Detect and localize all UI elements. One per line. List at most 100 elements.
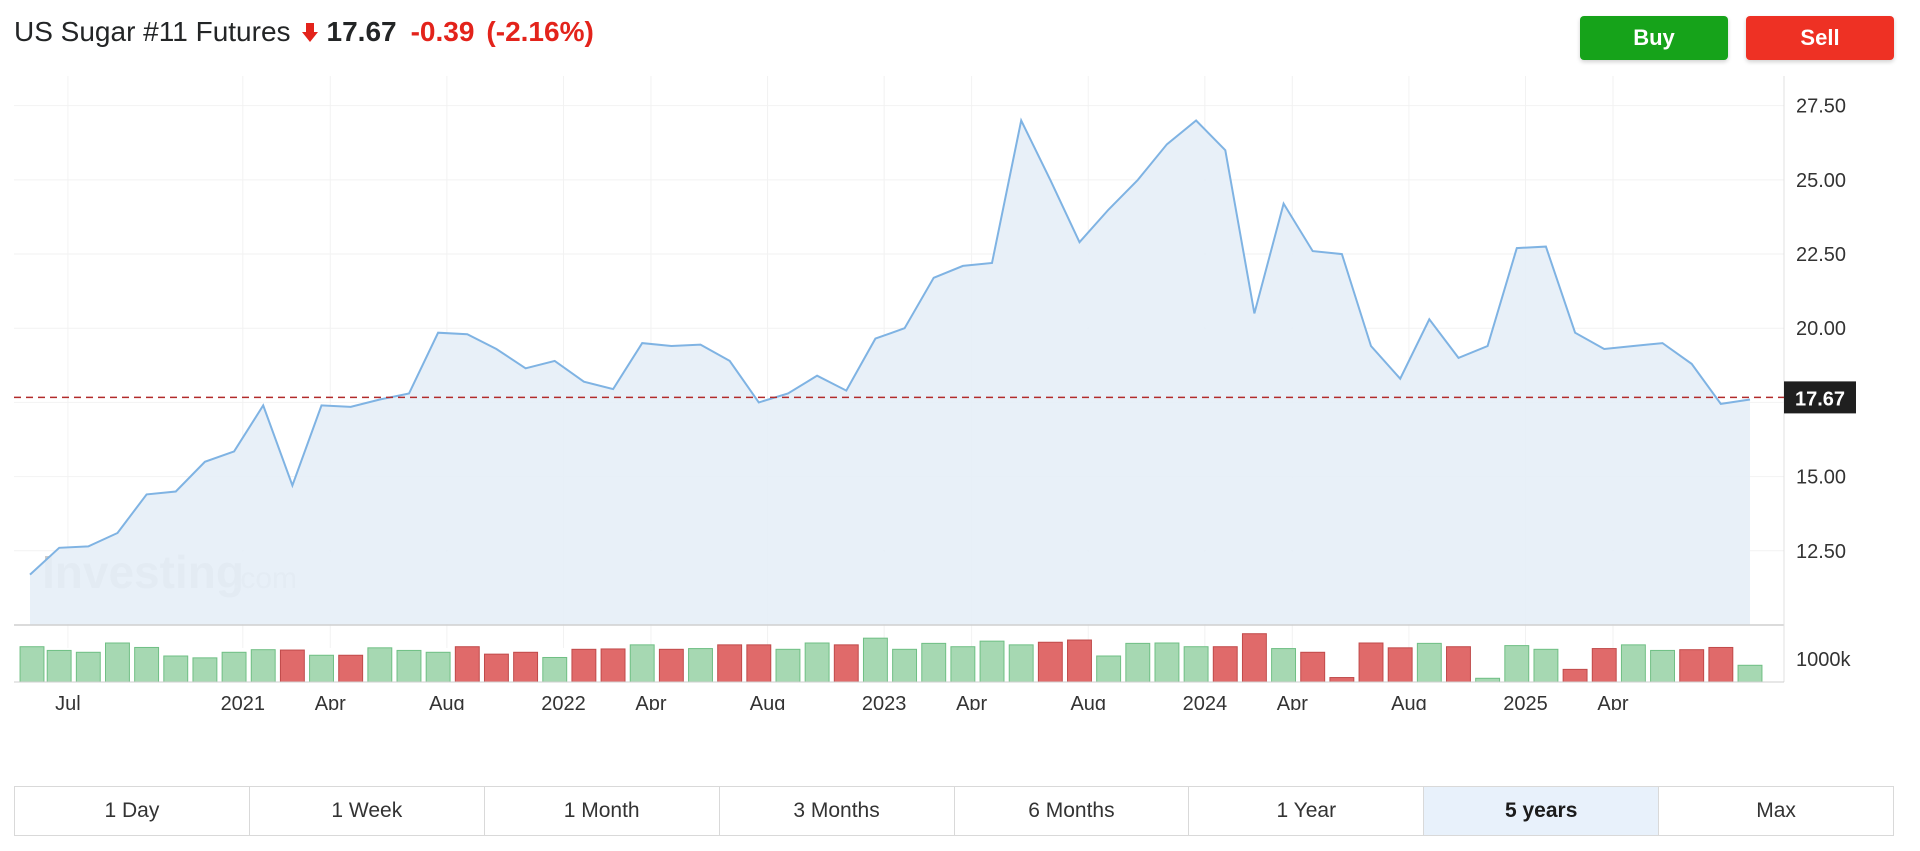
time-range-selector: 1 Day 1 Week 1 Month 3 Months 6 Months 1 Year… [14, 786, 1894, 836]
volume-bar [862, 637, 888, 683]
volume-bar [19, 646, 45, 683]
range-tab-max[interactable]: Max [1659, 787, 1893, 835]
instrument-header: US Sugar #11 Futures 17.67 -0.39 (-2.16%… [14, 12, 594, 52]
price-point [406, 391, 411, 396]
range-tab-1-year[interactable]: 1 Year [1189, 787, 1425, 835]
y-tick-label: 27.50 [1796, 96, 1846, 118]
volume-bar [1708, 646, 1734, 683]
price-change: -0.39 [410, 16, 475, 47]
volume-bar [1620, 644, 1646, 683]
range-tab-5-years[interactable]: 5 years [1424, 787, 1660, 835]
volume-bar [338, 654, 364, 683]
volume-bar [571, 648, 597, 683]
volume-bar [979, 640, 1005, 683]
price-point [698, 342, 703, 347]
price-point [1543, 244, 1548, 249]
price-point [465, 332, 470, 337]
volume-bar [1037, 641, 1063, 683]
volume-bar [309, 654, 334, 683]
price-point [173, 489, 178, 494]
price-area [30, 120, 1750, 625]
price-chart[interactable]: Investing.com17.6712.5015.0020.0022.5025… [0, 70, 1920, 710]
price-point [1514, 246, 1519, 251]
price-point [494, 347, 499, 352]
volume-bar [192, 657, 218, 683]
volume-bar [1358, 642, 1384, 683]
volume-bar [1183, 646, 1209, 683]
price-point [1310, 249, 1315, 254]
volume-bar [1329, 677, 1355, 683]
last-price: 17.67 [326, 16, 397, 47]
volume-bar [746, 644, 772, 683]
price-point [1223, 148, 1228, 153]
price-point [1106, 207, 1111, 212]
volume-bar [629, 644, 655, 683]
price-point [902, 326, 907, 331]
down-arrow-icon [301, 23, 318, 42]
price-point [669, 344, 674, 349]
x-tick-label: Jul [55, 693, 81, 710]
price-point [931, 275, 936, 280]
volume-bar [483, 653, 509, 683]
x-tick-label: 2024 [1183, 693, 1228, 710]
range-tab-6-months[interactable]: 6 Months [954, 787, 1190, 835]
price-point [552, 358, 557, 363]
range-tab-1-month[interactable]: 1 Month [484, 787, 720, 835]
price-point [348, 404, 353, 409]
range-tab-1-day[interactable]: 1 Day [15, 787, 250, 835]
price-point [1252, 311, 1257, 316]
volume-bar [1241, 633, 1267, 683]
volume-bar [833, 644, 859, 683]
volume-bar [1446, 646, 1471, 683]
price-point [873, 336, 878, 341]
price-point [1369, 344, 1374, 349]
price-point [202, 459, 207, 464]
sell-button[interactable]: Sell [1746, 16, 1894, 60]
volume-bar [1416, 642, 1442, 683]
price-point [232, 449, 237, 454]
y-tick-label: 25.00 [1796, 170, 1846, 192]
price-point [1718, 401, 1723, 406]
price-point [436, 330, 441, 335]
volume-bar [1096, 655, 1122, 683]
price-point [86, 544, 91, 549]
volume-bar [425, 651, 451, 683]
price-point [727, 358, 732, 363]
volume-bar [542, 656, 568, 683]
price-point [1602, 347, 1607, 352]
y-tick-label: 15.00 [1796, 467, 1846, 489]
price-point [640, 341, 645, 346]
instrument-title: US Sugar #11 Futures [14, 16, 291, 47]
volume-bar [134, 646, 160, 683]
buy-button[interactable]: Buy [1580, 16, 1728, 60]
x-tick-label: 2022 [541, 693, 586, 710]
price-point [1019, 118, 1024, 123]
volume-bar [950, 646, 976, 683]
price-point [144, 492, 149, 497]
price-point [844, 388, 849, 393]
x-tick-label: Aug [1391, 693, 1427, 710]
y-tick-label: 20.00 [1796, 318, 1846, 340]
price-point [1135, 177, 1140, 182]
price-point [611, 387, 616, 392]
volume-bar [513, 651, 539, 683]
volume-bar [1737, 664, 1763, 683]
volume-bar [75, 651, 101, 683]
price-point [1427, 317, 1432, 322]
price-point [1689, 361, 1694, 366]
price-point [261, 403, 266, 408]
price-point [1164, 142, 1169, 147]
x-tick-label: Apr [956, 693, 987, 710]
volume-bar [1504, 645, 1530, 683]
price-point [756, 400, 761, 405]
price-point [28, 572, 33, 577]
volume-bar [1125, 642, 1151, 683]
range-tab-1-week[interactable]: 1 Week [249, 787, 485, 835]
volume-bar [775, 648, 801, 683]
price-point [57, 545, 62, 550]
volume-bar [46, 649, 72, 683]
volume-bar [105, 642, 130, 683]
range-tab-3-months[interactable]: 3 Months [719, 787, 955, 835]
x-tick-label: 2021 [221, 693, 266, 710]
volume-bar [279, 649, 305, 683]
